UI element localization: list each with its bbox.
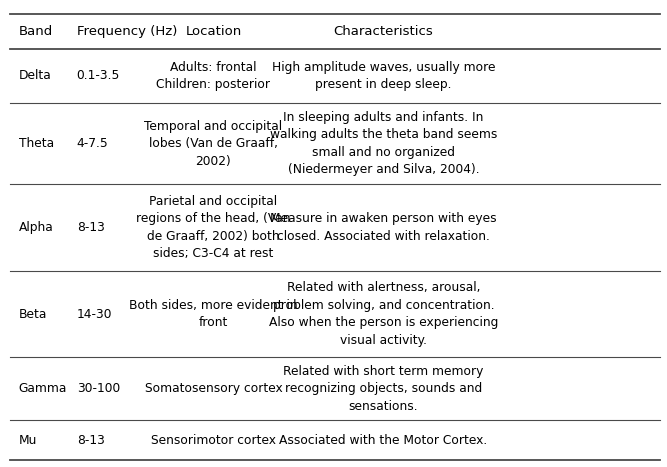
Text: Mu: Mu: [19, 434, 37, 446]
Text: Measure in awaken person with eyes
closed. Associated with relaxation.: Measure in awaken person with eyes close…: [270, 212, 497, 243]
Text: Temporal and occipital
lobes (Van de Graaff,
2002): Temporal and occipital lobes (Van de Gra…: [144, 120, 283, 168]
Text: Theta: Theta: [19, 137, 54, 150]
Text: Location: Location: [185, 25, 241, 38]
Text: Parietal and occipital
regions of the head, (Van
de Graaff, 2002) both
sides; C3: Parietal and occipital regions of the he…: [136, 195, 291, 261]
Text: 4-7.5: 4-7.5: [77, 137, 109, 150]
Text: Delta: Delta: [19, 70, 51, 82]
Text: Associated with the Motor Cortex.: Associated with the Motor Cortex.: [279, 434, 488, 446]
Text: 8-13: 8-13: [77, 434, 105, 446]
Text: Somatosensory cortex: Somatosensory cortex: [145, 382, 282, 395]
Text: In sleeping adults and infants. In
walking adults the theta band seems
small and: In sleeping adults and infants. In walki…: [270, 111, 497, 177]
Text: Related with short term memory
recognizing objects, sounds and
sensations.: Related with short term memory recognizi…: [283, 365, 484, 413]
Text: Band: Band: [19, 25, 53, 38]
Text: Alpha: Alpha: [19, 221, 53, 234]
Text: Adults: frontal
Children: posterior: Adults: frontal Children: posterior: [157, 61, 270, 91]
Text: Beta: Beta: [19, 308, 47, 320]
Text: 0.1-3.5: 0.1-3.5: [77, 70, 120, 82]
Text: Both sides, more evident in
front: Both sides, more evident in front: [129, 299, 297, 329]
Text: Sensorimotor cortex: Sensorimotor cortex: [151, 434, 276, 446]
Text: High amplitude waves, usually more
present in deep sleep.: High amplitude waves, usually more prese…: [271, 61, 496, 91]
Text: Characteristics: Characteristics: [334, 25, 434, 38]
Text: 30-100: 30-100: [77, 382, 120, 395]
Text: Gamma: Gamma: [19, 382, 67, 395]
Text: 14-30: 14-30: [77, 308, 112, 320]
Text: Frequency (Hz): Frequency (Hz): [77, 25, 177, 38]
Text: 8-13: 8-13: [77, 221, 105, 234]
Text: Related with alertness, arousal,
problem solving, and concentration.
Also when t: Related with alertness, arousal, problem…: [269, 281, 498, 347]
